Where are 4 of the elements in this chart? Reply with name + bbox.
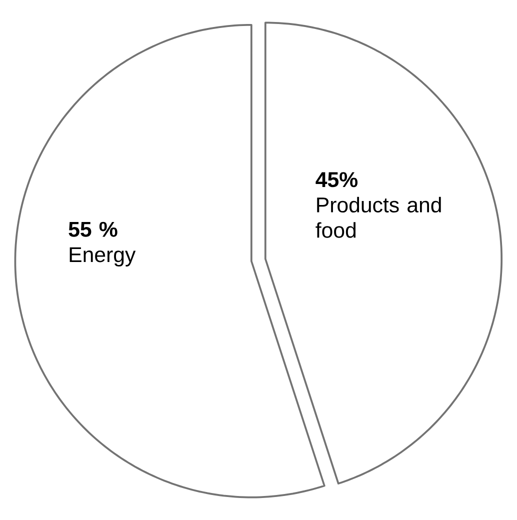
slice-label: Products and food xyxy=(316,196,441,238)
data-label: 45% xyxy=(316,172,358,188)
data-label: 55 % xyxy=(68,222,118,237)
slice-label: Energy xyxy=(70,247,136,266)
